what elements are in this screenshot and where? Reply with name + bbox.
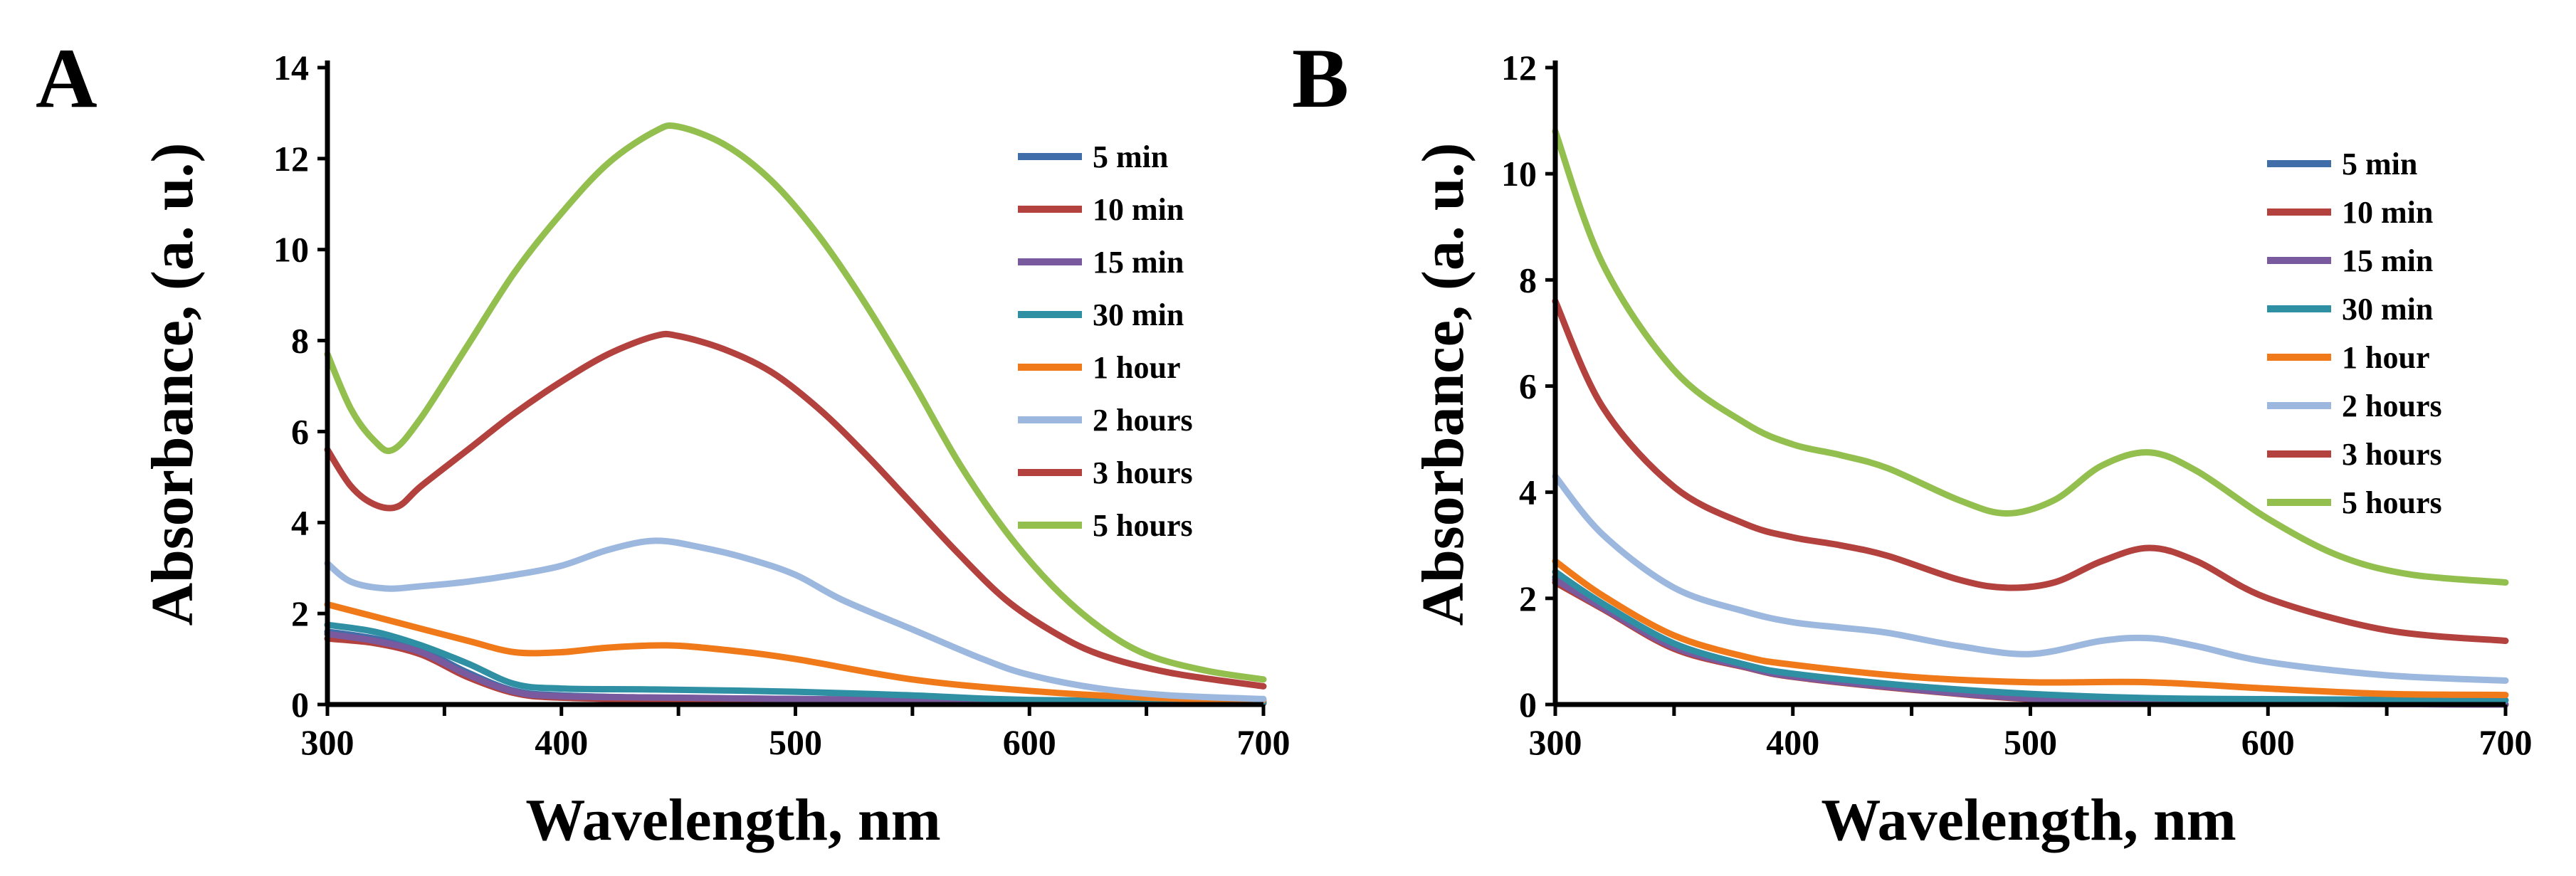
y-axis-title-a: Absorbance, (a. u.): [140, 142, 206, 626]
legend-label-a-6: 2 hours: [1093, 403, 1193, 438]
x-tick-label-b: 700: [2479, 722, 2533, 762]
x-tick-label-a: 600: [1003, 722, 1056, 762]
y-tick-label-b: 2: [1519, 579, 1537, 618]
y-tick-label-a: 2: [291, 593, 309, 633]
chart-panel-b: B 0 2 4 6 8 10 12 300 400 500 600 700 5 min 10 min 15 …: [1292, 31, 2533, 853]
y-tick-label-a: 8: [291, 321, 309, 361]
x-tick-label-a: 400: [535, 722, 588, 762]
x-tick-label-b: 500: [2004, 722, 2057, 762]
chart-panel-a: A 0 2 4 6 8 10 12 14 300 400 500 600 700 5 min 10 min 1…: [36, 31, 1290, 853]
y-tick-label-b: 4: [1519, 473, 1537, 512]
x-axis-title-a: Wavelength, nm: [525, 787, 940, 853]
panel-label-b: B: [1292, 31, 1349, 125]
x-tick-label-b: 600: [2241, 722, 2295, 762]
y-tick-label-b: 8: [1519, 260, 1537, 300]
series-line-a-8: [324, 122, 1267, 683]
legend-label-b-4: 30 min: [2342, 292, 2433, 327]
series-line-b-8: [1552, 128, 2509, 586]
x-tick-label-b: 400: [1766, 722, 1819, 762]
series-line-b-7: [1552, 297, 2509, 644]
y-tick-label-b: 12: [1501, 48, 1537, 88]
y-tick-label-b: 6: [1519, 366, 1537, 406]
y-tick-label-a: 4: [291, 502, 309, 542]
legend-label-a-1: 5 min: [1093, 139, 1168, 174]
legend-label-b-8: 5 hours: [2342, 485, 2442, 520]
x-tick-label-a: 300: [301, 722, 354, 762]
x-tick-label-b: 300: [1529, 722, 1582, 762]
y-tick-label-b: 0: [1519, 685, 1537, 724]
legend-label-b-2: 10 min: [2342, 195, 2433, 230]
plot-area-a: 0 2 4 6 8 10 12 14 300 400 500 600 700 5 min 10 min 15 …: [273, 48, 1290, 762]
plot-area-b: 0 2 4 6 8 10 12 300 400 500 600 700 5 min 10 min 15 mi…: [1501, 48, 2533, 762]
legend-label-b-1: 5 min: [2342, 147, 2417, 181]
y-tick-label-a: 10: [273, 230, 309, 270]
series-line-a-7: [324, 330, 1267, 690]
legend-label-a-8: 5 hours: [1093, 508, 1193, 543]
legend-label-b-5: 1 hour: [2342, 340, 2429, 375]
y-tick-label-b: 10: [1501, 154, 1537, 194]
legend-label-a-4: 30 min: [1093, 297, 1184, 332]
series-line-a-5: [324, 601, 1267, 704]
legend-label-a-3: 15 min: [1093, 245, 1184, 280]
x-tick-label-a: 500: [769, 722, 822, 762]
legend-label-a-5: 1 hour: [1093, 350, 1180, 385]
y-axis-title-b: Absorbance, (a. u.): [1410, 142, 1476, 626]
y-tick-label-a: 0: [291, 685, 309, 724]
x-axis-title-b: Wavelength, nm: [1821, 787, 2236, 853]
y-tick-label-a: 12: [273, 139, 309, 179]
legend-label-a-7: 3 hours: [1093, 455, 1193, 490]
legend-label-a-2: 10 min: [1093, 192, 1184, 227]
legend-label-b-7: 3 hours: [2342, 437, 2442, 472]
y-tick-label-a: 6: [291, 411, 309, 451]
series-line-b-6: [1552, 473, 2509, 684]
legend-label-b-6: 2 hours: [2342, 389, 2442, 423]
legend-label-b-3: 15 min: [2342, 243, 2433, 278]
series-line-a-6: [324, 537, 1267, 702]
x-tick-label-a: 700: [1237, 722, 1290, 762]
y-tick-label-a: 14: [273, 48, 309, 88]
series-line-b-5: [1552, 558, 2509, 699]
series-line-b-4: [1552, 569, 2509, 704]
panel-label-a: A: [36, 31, 98, 125]
series-line-a-4: [324, 621, 1267, 706]
